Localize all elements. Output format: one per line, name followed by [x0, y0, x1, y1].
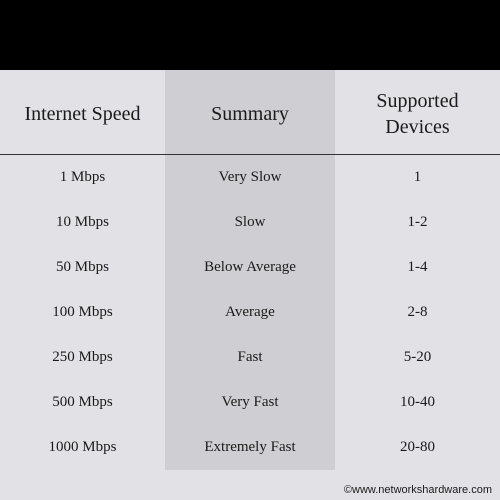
cell-devices: 1-2 — [335, 200, 500, 245]
cell-speed: 1000 Mbps — [0, 425, 165, 470]
cell-summary: Very Fast — [165, 380, 335, 425]
header-bar — [0, 0, 500, 70]
cell-summary: Average — [165, 290, 335, 335]
cell-devices: 10-40 — [335, 380, 500, 425]
speed-table: Internet Speed Summary Supported Devices… — [0, 70, 500, 470]
table-row: 1000 Mbps Extremely Fast 20-80 — [0, 425, 500, 470]
cell-speed: 1 Mbps — [0, 155, 165, 201]
table-header-row: Internet Speed Summary Supported Devices — [0, 70, 500, 155]
cell-summary: Fast — [165, 335, 335, 380]
cell-devices: 1-4 — [335, 245, 500, 290]
cell-summary: Below Average — [165, 245, 335, 290]
col-header-speed: Internet Speed — [0, 70, 165, 155]
cell-summary: Extremely Fast — [165, 425, 335, 470]
cell-speed: 500 Mbps — [0, 380, 165, 425]
cell-summary: Very Slow — [165, 155, 335, 201]
table-row: 500 Mbps Very Fast 10-40 — [0, 380, 500, 425]
cell-speed: 250 Mbps — [0, 335, 165, 380]
table-row: 50 Mbps Below Average 1-4 — [0, 245, 500, 290]
col-header-devices: Supported Devices — [335, 70, 500, 155]
cell-speed: 10 Mbps — [0, 200, 165, 245]
copyright-text: ©www.networkshardware.com — [344, 484, 492, 496]
cell-speed: 100 Mbps — [0, 290, 165, 335]
table-container: Internet Speed Summary Supported Devices… — [0, 70, 500, 500]
col-header-summary: Summary — [165, 70, 335, 155]
table-row: 100 Mbps Average 2-8 — [0, 290, 500, 335]
table-row: 1 Mbps Very Slow 1 — [0, 155, 500, 201]
col-header-label: Supported Devices — [376, 90, 458, 138]
table-row: 10 Mbps Slow 1-2 — [0, 200, 500, 245]
col-header-label: Summary — [211, 103, 289, 125]
cell-speed: 50 Mbps — [0, 245, 165, 290]
cell-devices: 20-80 — [335, 425, 500, 470]
cell-devices: 1 — [335, 155, 500, 201]
col-header-label: Internet Speed — [24, 103, 140, 125]
cell-devices: 5-20 — [335, 335, 500, 380]
cell-devices: 2-8 — [335, 290, 500, 335]
table-row: 250 Mbps Fast 5-20 — [0, 335, 500, 380]
cell-summary: Slow — [165, 200, 335, 245]
